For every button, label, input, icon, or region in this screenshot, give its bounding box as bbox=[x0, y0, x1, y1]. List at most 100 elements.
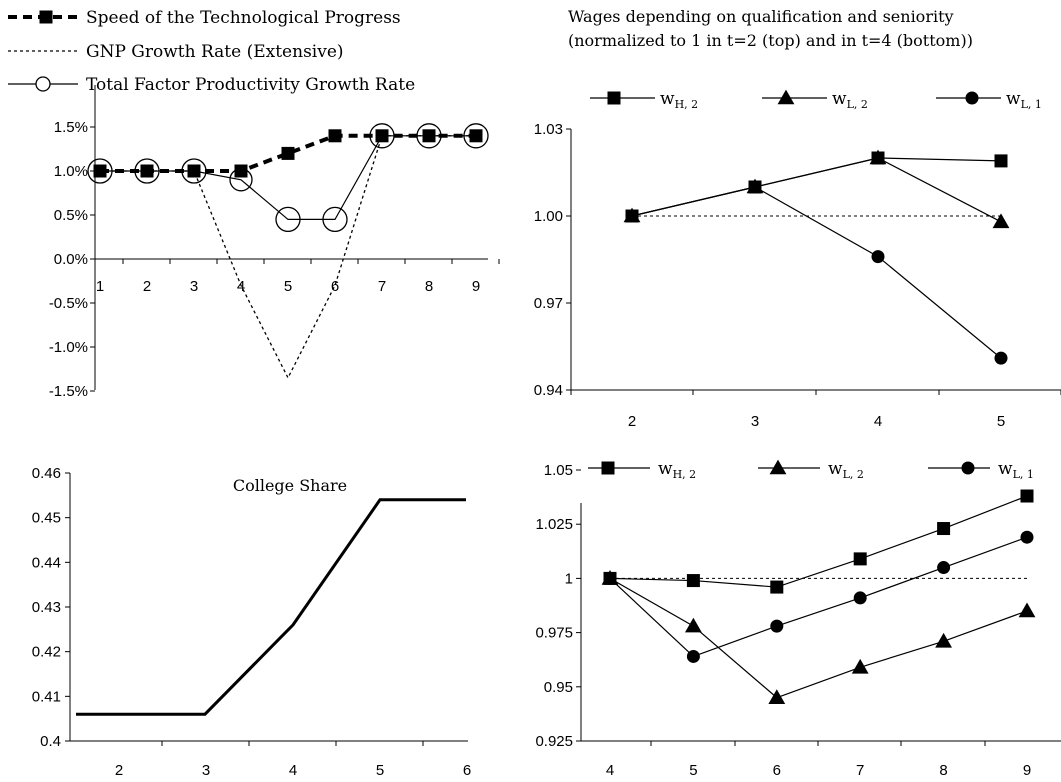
legend-label: wL, 2 bbox=[828, 459, 864, 481]
series-point-triangle bbox=[1018, 602, 1036, 618]
x-tick-label: 9 bbox=[472, 278, 480, 295]
legend-marker bbox=[769, 459, 787, 475]
series-speed-point bbox=[93, 164, 107, 178]
series-tfp-point bbox=[416, 123, 442, 149]
series-line-circle bbox=[609, 536, 1028, 658]
series-tfp-point bbox=[181, 158, 207, 184]
y-tick-label: 1.05 bbox=[544, 462, 573, 479]
x-tick-label: 4 bbox=[606, 762, 614, 779]
y-tick-label: 0.94 bbox=[534, 382, 563, 399]
legend-label: wL, 1 bbox=[1006, 89, 1042, 111]
series-point-triangle bbox=[992, 213, 1010, 229]
y-tick-label: 1.0% bbox=[54, 163, 88, 180]
x-tick-label: 5 bbox=[689, 762, 697, 779]
legend-marker bbox=[961, 461, 975, 475]
x-tick-label: 4 bbox=[289, 762, 297, 779]
x-tick-label: 7 bbox=[378, 278, 386, 295]
x-tick-label: 3 bbox=[190, 278, 198, 295]
legend-marker bbox=[777, 89, 795, 105]
y-tick-label: 1.5% bbox=[54, 119, 88, 136]
series-tfp-point bbox=[87, 158, 113, 184]
y-tick-label: 0.44 bbox=[32, 554, 61, 571]
series-line-circle bbox=[631, 186, 1002, 359]
series-speed-point bbox=[140, 164, 154, 178]
legend-growth: Speed of the Technological Progress GNP G… bbox=[8, 8, 415, 95]
x-tick-label: 3 bbox=[202, 762, 210, 779]
y-tick-label: 1 bbox=[565, 570, 573, 587]
x-tick-label: 2 bbox=[143, 278, 151, 295]
series-speed-point bbox=[234, 164, 248, 178]
series-point-circle bbox=[853, 591, 867, 605]
x-tick-label: 5 bbox=[997, 413, 1005, 430]
y-tick-label: 0.42 bbox=[32, 644, 61, 661]
series-point-square bbox=[871, 151, 885, 165]
chart-subtitle: (normalized to 1 in t=2 (top) and in t=4… bbox=[568, 31, 973, 50]
series-point-circle bbox=[994, 351, 1008, 365]
series-gnp-line bbox=[100, 135, 476, 380]
x-tick-label: 2 bbox=[115, 762, 123, 779]
series-tfp-point bbox=[463, 123, 489, 149]
series-point-square bbox=[853, 552, 867, 566]
series-point-square bbox=[603, 571, 617, 585]
chart-wages-top: Wages depending on qualification and sen… bbox=[534, 7, 1061, 430]
series-point-square bbox=[994, 154, 1008, 168]
series-point-square bbox=[686, 574, 700, 588]
series-point-circle bbox=[937, 561, 951, 575]
series-tfp-point bbox=[369, 123, 395, 149]
x-tick-label: 6 bbox=[463, 762, 471, 779]
x-tick-label: 3 bbox=[751, 413, 759, 430]
y-tick-label: 0.925 bbox=[535, 733, 573, 750]
x-tick-label: 8 bbox=[939, 762, 947, 779]
series-point-circle bbox=[770, 619, 784, 633]
y-tick-label: 0.41 bbox=[32, 688, 61, 705]
legend-marker bbox=[601, 461, 615, 475]
chart-title: College Share bbox=[233, 476, 347, 495]
series-point-triangle bbox=[768, 689, 786, 704]
series-speed-point bbox=[187, 164, 201, 178]
legend-marker-speed bbox=[39, 10, 53, 24]
legend-marker bbox=[965, 91, 979, 105]
y-tick-label: -1.5% bbox=[49, 383, 88, 400]
series-speed-point bbox=[328, 129, 342, 143]
legend-marker-tfp bbox=[35, 76, 51, 92]
series-point-square bbox=[937, 522, 951, 536]
legend-label: wL, 2 bbox=[832, 89, 868, 111]
y-tick-label: -1.0% bbox=[49, 339, 88, 356]
chart-growth-rates: Speed of the Technological Progress GNP G… bbox=[8, 8, 500, 400]
legend-label-gnp: GNP Growth Rate (Extensive) bbox=[86, 42, 344, 62]
y-tick-label: 1.025 bbox=[535, 516, 573, 533]
series-line-square bbox=[631, 157, 1002, 217]
series-point-square bbox=[625, 209, 639, 223]
y-tick-label: -0.5% bbox=[49, 295, 88, 312]
series-point-circle bbox=[1020, 530, 1034, 544]
legend-marker bbox=[607, 91, 621, 105]
x-tick-label: 5 bbox=[284, 278, 292, 295]
y-tick-label: 1.03 bbox=[534, 121, 563, 138]
y-tick-label: 0.45 bbox=[32, 510, 61, 527]
series-point-circle bbox=[686, 649, 700, 663]
chart-title: Wages depending on qualification and sen… bbox=[568, 7, 954, 26]
x-tick-label: 5 bbox=[376, 762, 384, 779]
series-point-square bbox=[1020, 489, 1034, 503]
series-speed-point bbox=[469, 129, 483, 143]
x-tick-label: 9 bbox=[1023, 762, 1031, 779]
x-tick-label: 4 bbox=[874, 413, 882, 430]
series-line-square bbox=[609, 495, 1028, 588]
series-tfp-point bbox=[322, 206, 348, 233]
legend-label: wL, 1 bbox=[998, 459, 1034, 481]
y-tick-label: 1.00 bbox=[534, 208, 563, 225]
series-line-triangle bbox=[631, 157, 1002, 223]
series-tfp-point bbox=[275, 206, 301, 233]
x-tick-label: 7 bbox=[856, 762, 864, 779]
chart-wages-bottom: wH, 2 wL, 2 wL, 1 1.05 1.025 1 0.975 0.95 0.925 4… bbox=[535, 459, 1061, 779]
legend-label: wH, 2 bbox=[660, 89, 698, 111]
series-point-triangle bbox=[685, 617, 702, 633]
series-line bbox=[76, 498, 466, 716]
y-tick-label: 0.5% bbox=[54, 207, 88, 224]
legend-label: wH, 2 bbox=[658, 459, 696, 481]
series-line-triangle bbox=[609, 577, 1028, 699]
series-speed-point bbox=[375, 129, 389, 143]
y-tick-label: 0.0% bbox=[54, 251, 88, 268]
chart-college-share: College Share0.460.450.440.430.420.410.4… bbox=[32, 465, 471, 779]
